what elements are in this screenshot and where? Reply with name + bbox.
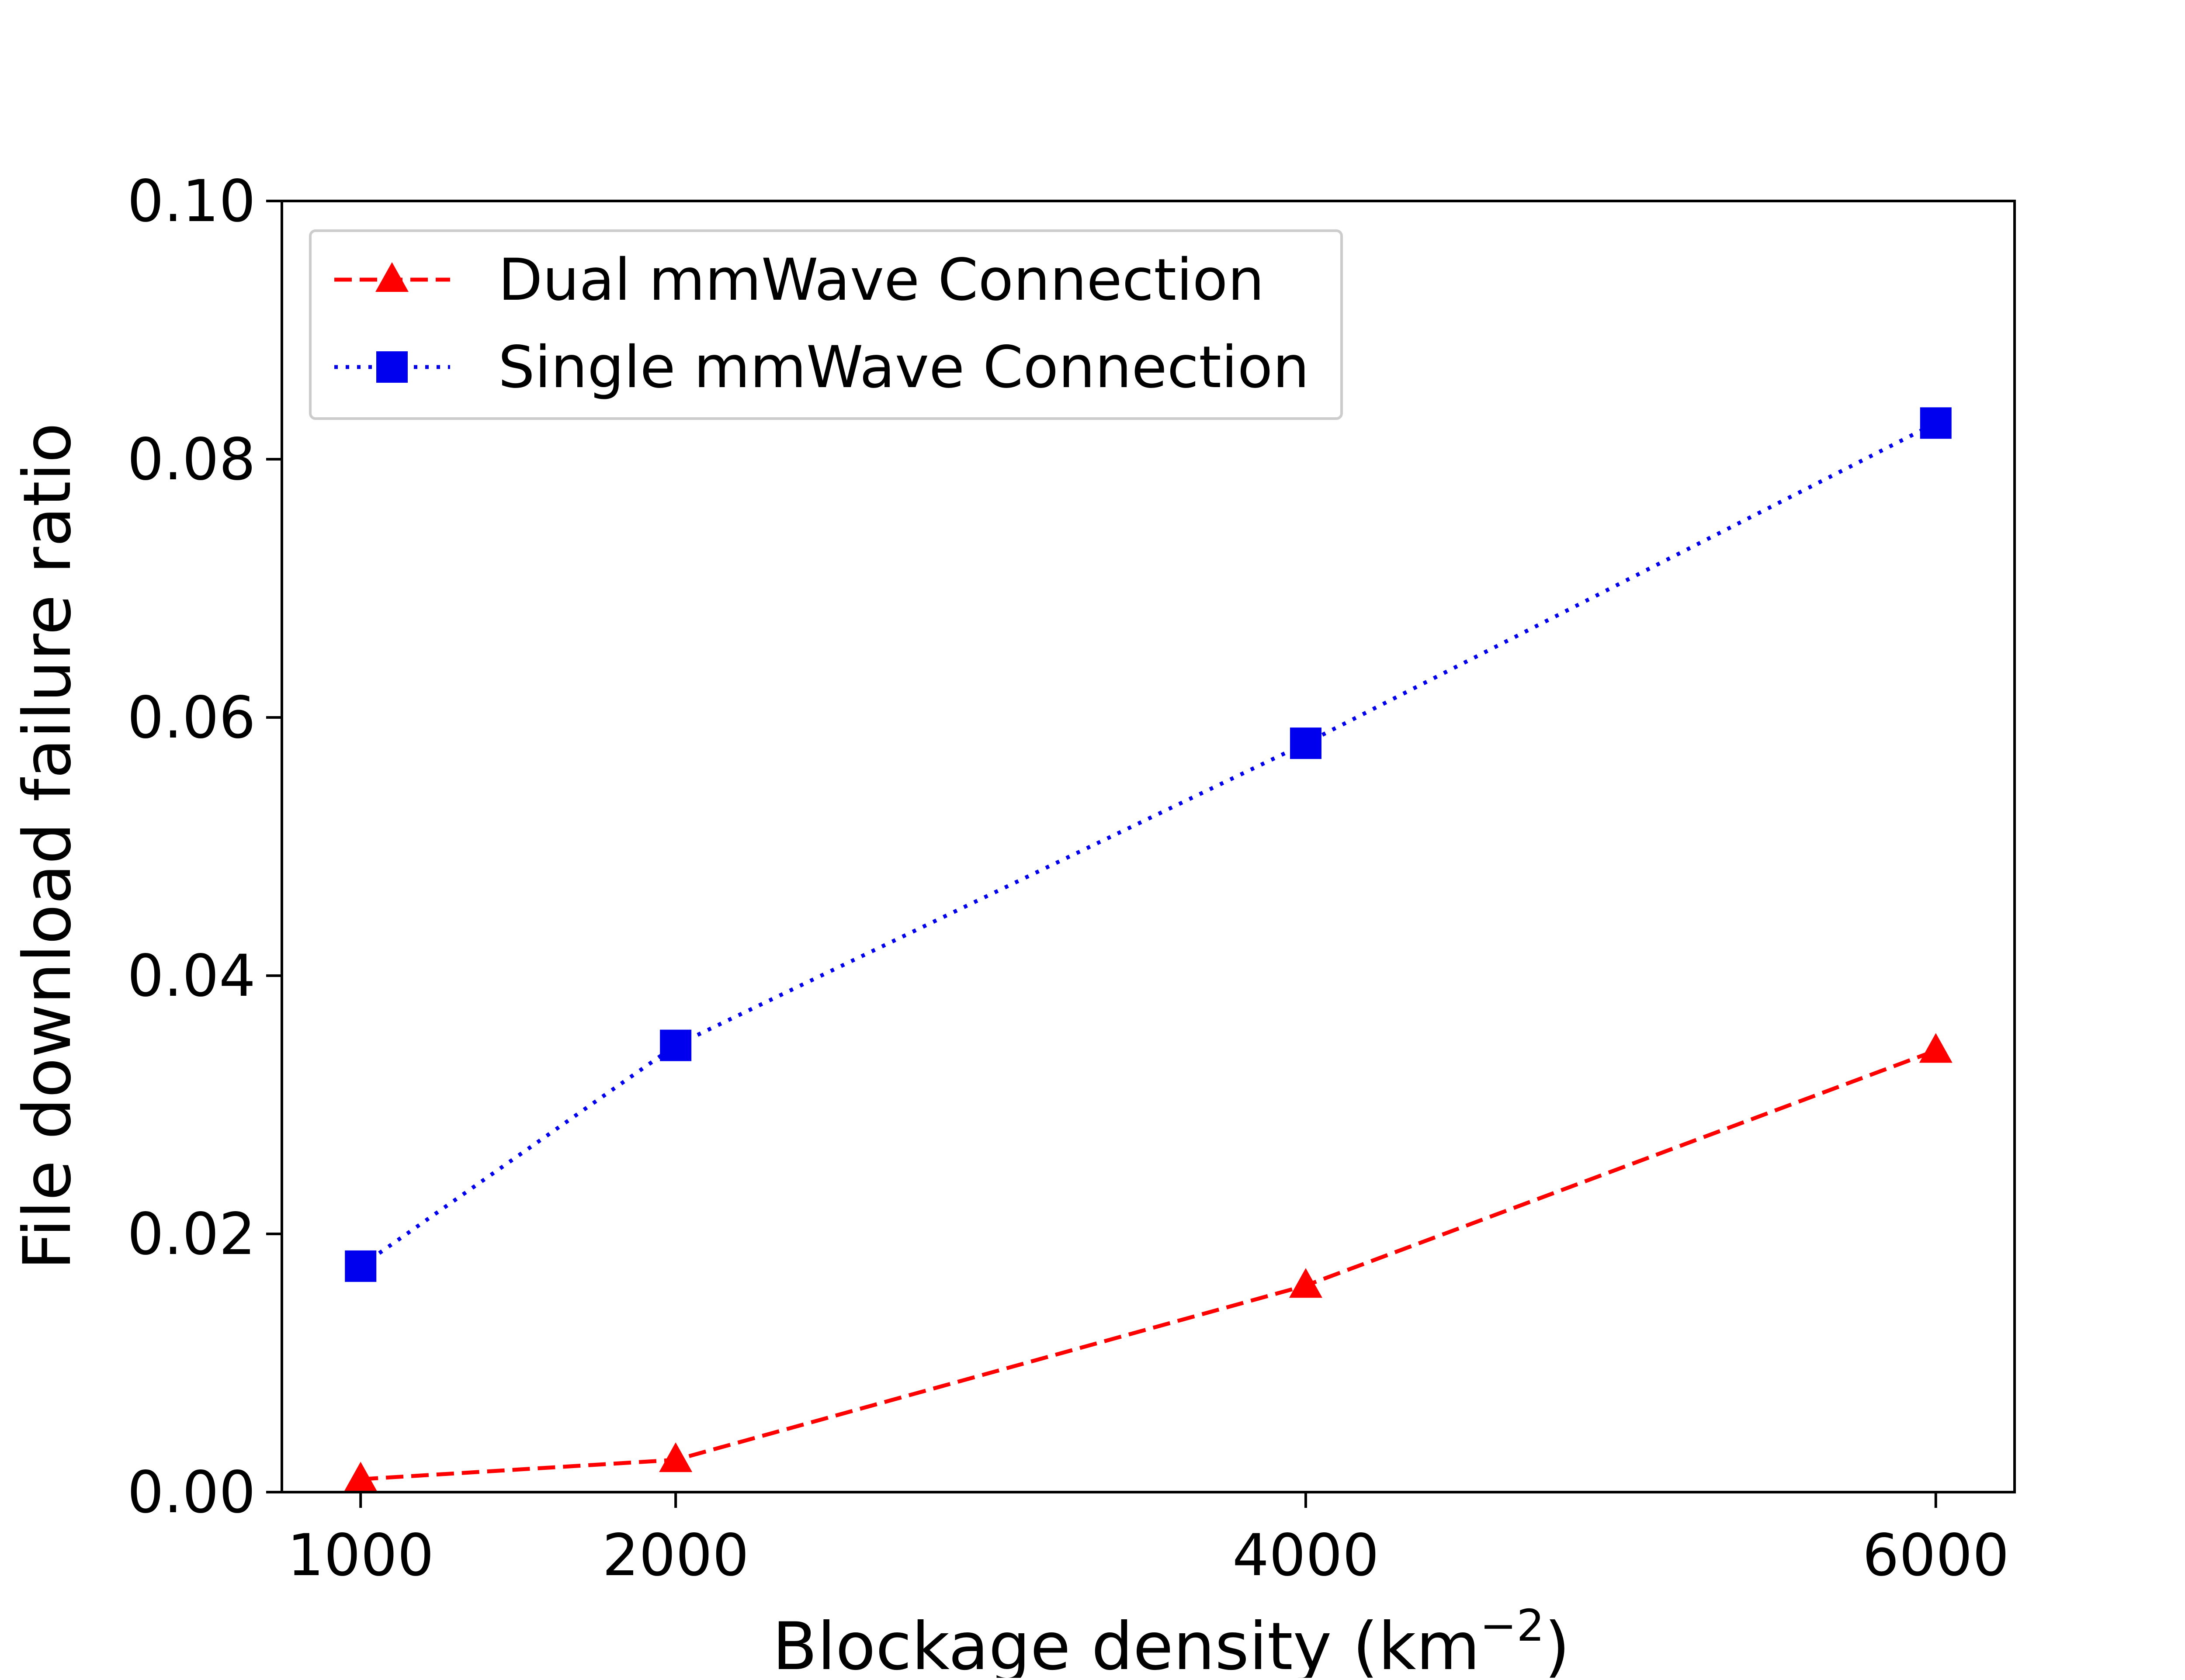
y-tick-label: 0.00 bbox=[127, 1459, 256, 1526]
legend-box bbox=[309, 229, 1343, 420]
y-tick-label: 0.04 bbox=[127, 942, 256, 1010]
data-point-marker bbox=[1920, 407, 1952, 439]
y-axis-title: File download failure ratio bbox=[10, 423, 86, 1270]
data-point-marker bbox=[1289, 1268, 1322, 1298]
plot-frame bbox=[281, 200, 2016, 1493]
y-tick-label: 0.10 bbox=[127, 168, 256, 235]
series-line bbox=[360, 1049, 1937, 1481]
x-tick-label: 1000 bbox=[287, 1522, 434, 1589]
data-point-marker bbox=[660, 1029, 692, 1061]
y-tick-label: 0.06 bbox=[127, 684, 256, 752]
series-single-mmwave-connection bbox=[345, 407, 1952, 1282]
data-point-marker bbox=[344, 1462, 378, 1492]
legend-marker bbox=[376, 351, 408, 383]
legend-entry: Dual mmWave Connection bbox=[334, 246, 1264, 314]
y-tick-label: 0.02 bbox=[127, 1201, 256, 1268]
y-axis-ticks: 0.00 0.02 0.04 0.06 0.08 0.10 bbox=[127, 168, 282, 1526]
x-axis-title-exponent: −2 bbox=[1480, 1600, 1544, 1651]
data-point-marker bbox=[659, 1442, 693, 1472]
data-point-marker bbox=[345, 1250, 377, 1282]
series-layer bbox=[344, 407, 1953, 1492]
legend-entry: Single mmWave Connection bbox=[334, 334, 1309, 401]
series-dual-mmwave-connection bbox=[344, 1033, 1953, 1492]
x-tick-label: 4000 bbox=[1232, 1522, 1379, 1589]
legend: Dual mmWave Connection Single mmWave Conn… bbox=[309, 229, 1343, 420]
x-axis-title-close: ) bbox=[1544, 1609, 1570, 1678]
data-point-marker bbox=[1919, 1033, 1953, 1063]
x-tick-label: 6000 bbox=[1862, 1522, 2009, 1589]
data-point-marker bbox=[1290, 727, 1321, 759]
legend-marker bbox=[375, 262, 409, 292]
x-axis-ticks: 1000 2000 4000 6000 bbox=[287, 1492, 2009, 1589]
x-tick-label: 2000 bbox=[602, 1522, 749, 1589]
legend-label: Single mmWave Connection bbox=[498, 334, 1309, 401]
x-axis-title-main: Blockage density (km bbox=[772, 1609, 1480, 1678]
y-tick-label: 0.08 bbox=[127, 426, 256, 493]
legend-label: Dual mmWave Connection bbox=[498, 246, 1264, 314]
x-axis-title: Blockage density (km−2) bbox=[772, 1600, 1570, 1678]
